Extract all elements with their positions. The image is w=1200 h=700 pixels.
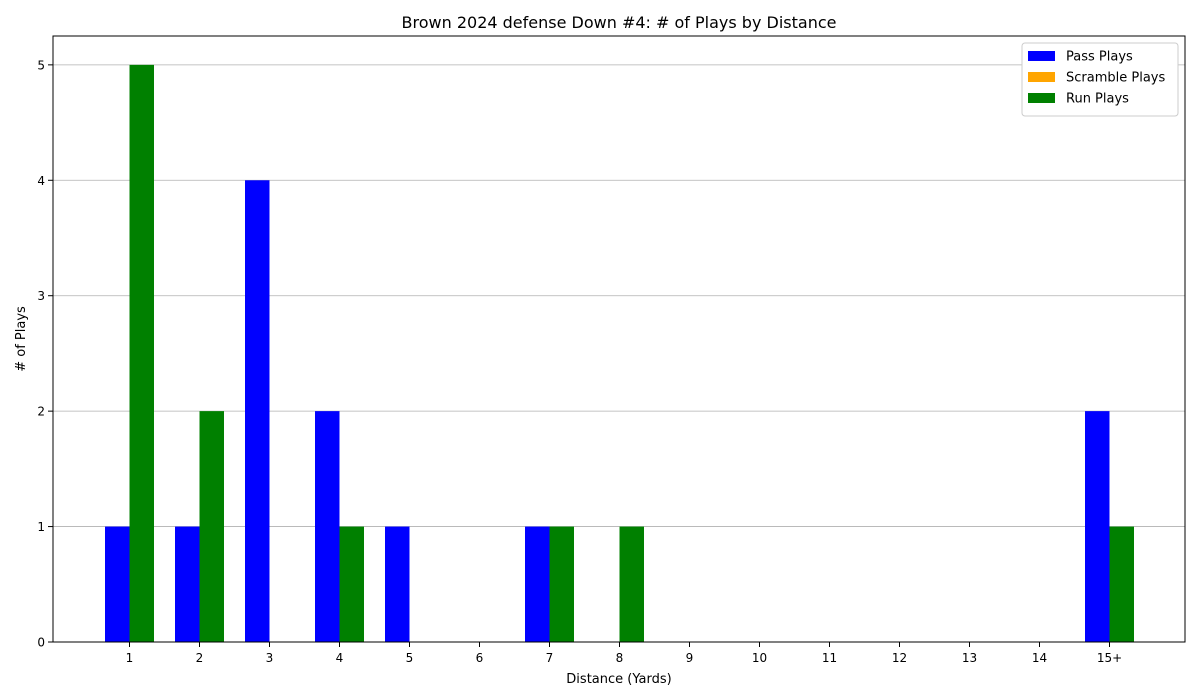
chart-title: Brown 2024 defense Down #4: # of Plays b…	[402, 13, 837, 32]
legend: Pass Plays Scramble Plays Run Plays	[1021, 42, 1179, 117]
x-tick-label: 3	[266, 651, 274, 665]
x-tick-label: 14	[1032, 651, 1047, 665]
bars	[105, 64, 1134, 643]
bar-run-plays	[339, 526, 364, 642]
bar-pass-plays	[315, 411, 340, 642]
x-tick-label: 12	[892, 651, 907, 665]
x-tick-label: 8	[616, 651, 624, 665]
y-tick-label: 5	[37, 58, 45, 72]
y-tick-label: 3	[37, 289, 45, 303]
x-tick-label: 15+	[1097, 651, 1122, 665]
bar-run-plays	[129, 64, 154, 643]
bar-pass-plays	[105, 526, 130, 642]
bar-run-plays	[619, 526, 644, 642]
legend-swatch	[1028, 93, 1055, 103]
legend-label: Pass Plays	[1066, 50, 1133, 65]
legend-box	[1021, 42, 1179, 117]
y-tick-label: 4	[37, 174, 45, 188]
x-tick-label: 9	[686, 651, 694, 665]
x-tick-label: 1	[126, 651, 134, 665]
y-axis-ticks: 0 1 2 3 4 5	[37, 58, 53, 650]
bar-run-plays	[199, 411, 224, 642]
x-tick-label: 2	[196, 651, 204, 665]
legend-label: Scramble Plays	[1066, 71, 1165, 86]
x-tick-label: 6	[476, 651, 484, 665]
bar-pass-plays	[245, 180, 270, 643]
legend-label: Run Plays	[1066, 92, 1129, 107]
legend-swatch	[1028, 72, 1055, 82]
bar-run-plays	[549, 526, 574, 642]
x-tick-label: 7	[546, 651, 554, 665]
bar-pass-plays	[1085, 411, 1110, 642]
bar-pass-plays	[175, 526, 200, 642]
x-tick-label: 10	[752, 651, 767, 665]
x-tick-label: 5	[406, 651, 414, 665]
bar-pass-plays	[385, 526, 410, 642]
bar-pass-plays	[525, 526, 550, 642]
x-axis-label: Distance (Yards)	[566, 672, 671, 687]
legend-swatch	[1028, 51, 1055, 61]
x-axis-ticks: 1 2 3 4 5 6 7 8 9 10 11 12 13 14 15+	[126, 642, 1122, 665]
y-axis-label: # of Plays	[14, 306, 29, 372]
y-tick-label: 0	[37, 636, 45, 650]
y-tick-label: 1	[37, 520, 45, 534]
y-tick-label: 2	[37, 405, 45, 419]
x-tick-label: 4	[336, 651, 344, 665]
x-tick-label: 11	[822, 651, 837, 665]
bar-run-plays	[1109, 526, 1134, 642]
x-tick-label: 13	[962, 651, 977, 665]
